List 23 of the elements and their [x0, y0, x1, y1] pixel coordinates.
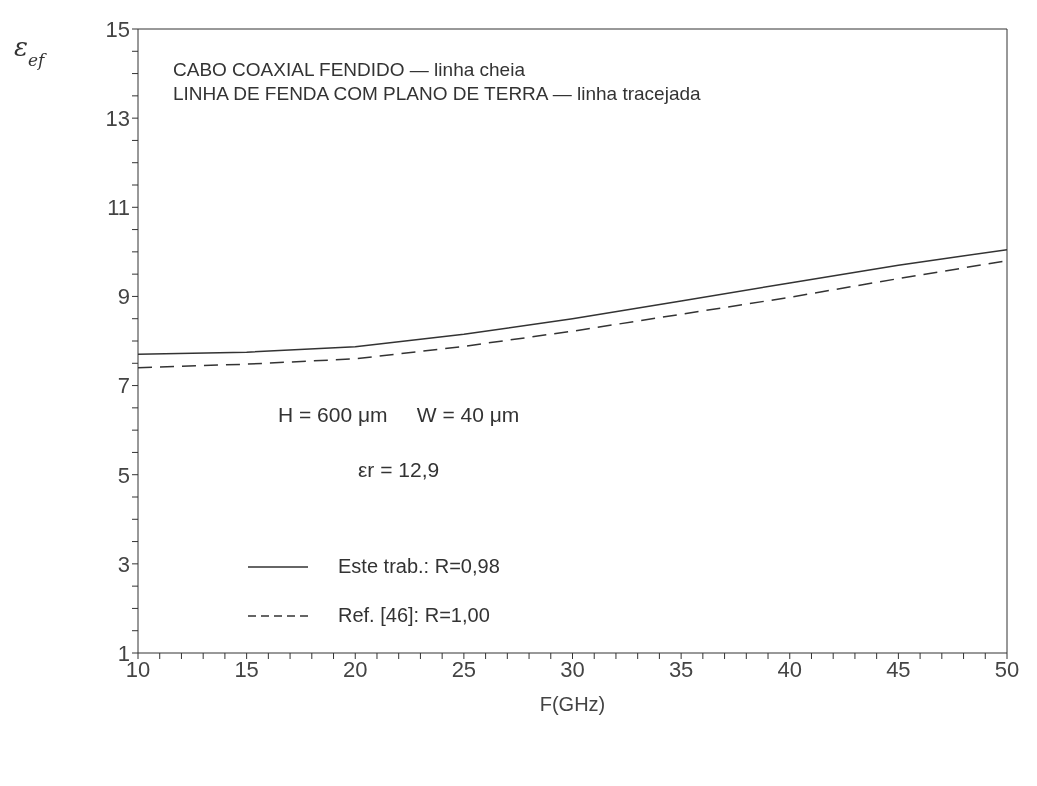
y-tick-label: 7: [117, 373, 130, 399]
x-tick-label: 45: [886, 656, 911, 682]
x-tick-label: 50: [994, 656, 1020, 682]
y-axis-title: ε$_{ef}$: [14, 32, 48, 70]
legend-label: Este trab.: R=0,98: [338, 555, 500, 578]
y-tick-label: 3: [117, 551, 130, 577]
annotation: CABO COAXIAL FENDIDO — linha cheia: [173, 58, 526, 82]
x-tick-label: 30: [560, 656, 585, 682]
y-tick-label: 15: [105, 16, 130, 42]
x-axis-title: F(GHz): [539, 693, 606, 715]
annotation: εr = 12,9: [358, 458, 440, 482]
x-tick-label: 25: [451, 656, 477, 682]
y-tick-label: 5: [117, 462, 130, 488]
x-tick-label: 20: [343, 656, 368, 682]
annotation: H = 600 μm W = 40 μm: [278, 403, 520, 427]
x-tick-label: 40: [777, 656, 802, 682]
y-tick-label: 9: [117, 284, 130, 310]
annotation: LINHA DE FENDA COM PLANO DE TERRA — linha tracejada: [173, 82, 701, 106]
y-tick-label: 11: [107, 195, 130, 221]
x-tick-label: 15: [234, 656, 259, 682]
legend-label: Ref. [46]: R=1,00: [338, 604, 490, 627]
x-tick-label: 35: [668, 656, 694, 682]
y-tick-label: 13: [105, 105, 130, 131]
